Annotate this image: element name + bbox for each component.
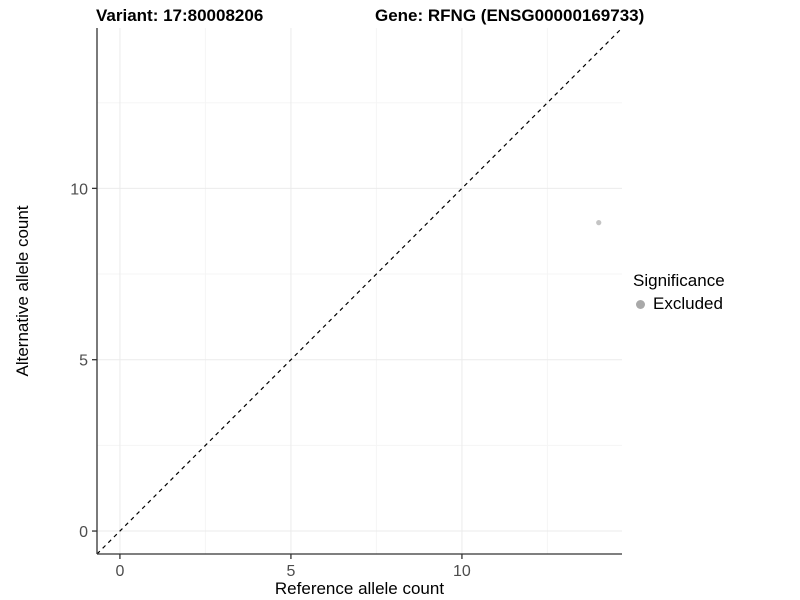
x-tick-label: 10 [453,563,471,580]
gene-title: Gene: RFNG (ENSG00000169733) [375,6,645,25]
data-point [596,220,602,226]
legend-entry: Excluded [633,294,725,314]
x-tick-label: 0 [115,563,124,580]
variant-title: Variant: 17:80008206 [96,6,264,25]
legend-title: Significance [633,271,725,290]
y-tick-label: 10 [70,181,88,198]
x-tick-label: 5 [286,563,295,580]
y-axis-title: Alternative allele count [13,205,32,376]
legend: Significance Excluded [633,271,725,314]
legend-entry-label: Excluded [653,294,723,313]
identity-reference-line [96,27,623,555]
y-tick-label: 5 [79,353,88,370]
legend-key-dot-icon [636,299,645,309]
y-tick-label: 0 [79,524,88,541]
x-axis-title: Reference allele count [275,579,444,598]
